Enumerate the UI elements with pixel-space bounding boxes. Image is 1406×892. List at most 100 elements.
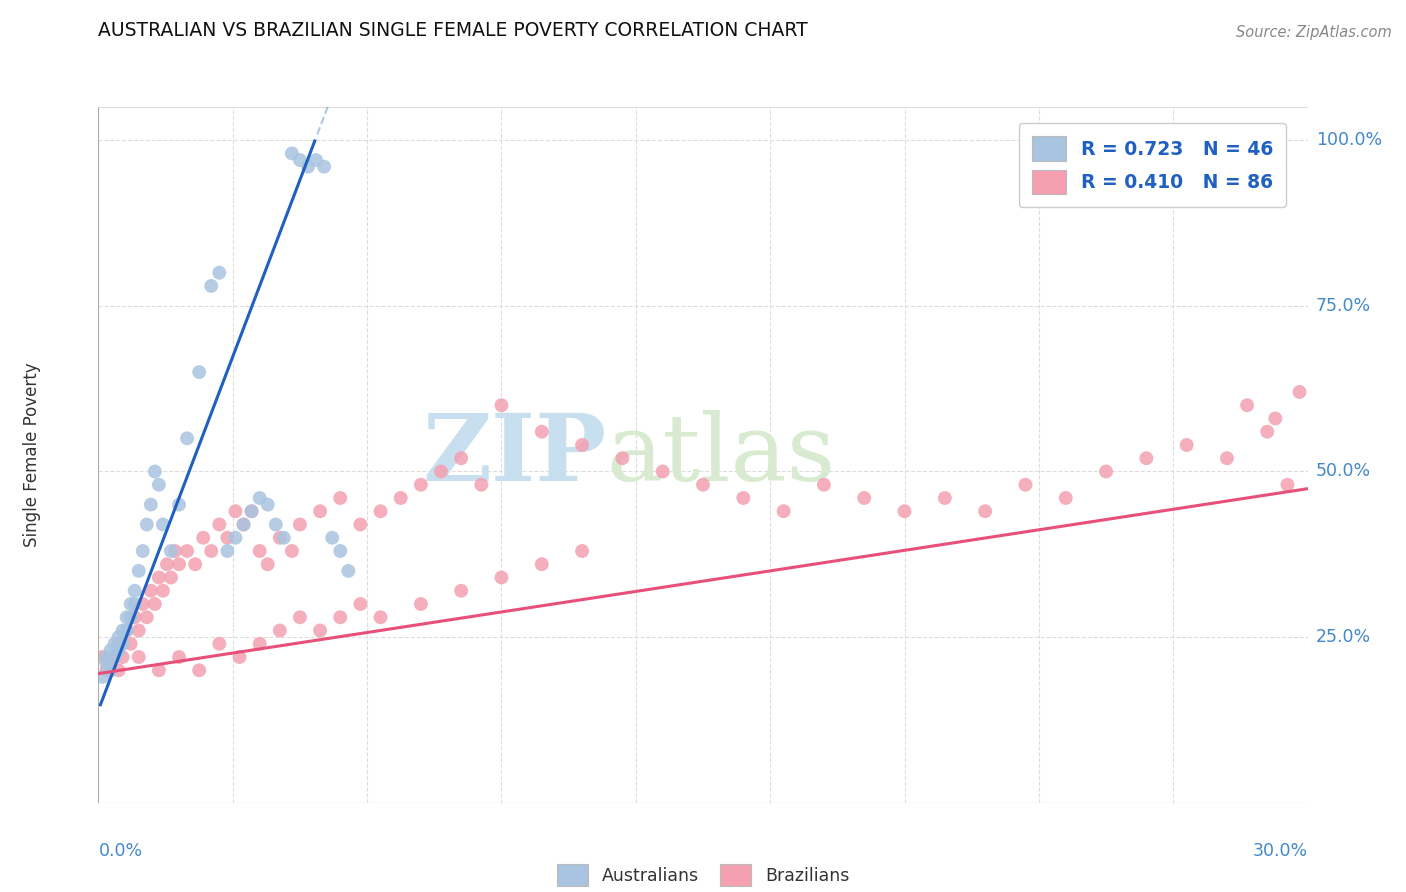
Point: [156, 558, 179, 572]
Point: [305, 153, 328, 167]
Point: [269, 624, 291, 638]
Point: [288, 610, 311, 624]
Point: [107, 637, 129, 651]
Point: [100, 663, 122, 677]
Point: [208, 517, 231, 532]
Point: [128, 624, 150, 638]
Point: [232, 517, 254, 532]
Point: [115, 624, 138, 638]
Point: [974, 504, 997, 518]
Point: [329, 610, 352, 624]
Text: ZIP: ZIP: [422, 410, 606, 500]
Point: [96, 650, 118, 665]
Point: [103, 637, 125, 651]
Point: [491, 398, 513, 412]
Text: 30.0%: 30.0%: [1253, 842, 1308, 860]
Point: [217, 531, 239, 545]
Point: [1175, 438, 1198, 452]
Text: 0.0%: 0.0%: [98, 842, 142, 860]
Point: [409, 477, 432, 491]
Point: [1288, 384, 1310, 399]
Point: [193, 531, 215, 545]
Point: [107, 630, 129, 644]
Point: [530, 558, 553, 572]
Point: [167, 650, 190, 665]
Text: 25.0%: 25.0%: [1316, 628, 1371, 646]
Point: [264, 517, 287, 532]
Text: atlas: atlas: [606, 410, 835, 500]
Point: [934, 491, 956, 505]
Point: [160, 544, 183, 558]
Point: [111, 650, 134, 665]
Point: [571, 438, 593, 452]
Point: [96, 657, 118, 671]
Text: Source: ZipAtlas.com: Source: ZipAtlas.com: [1236, 25, 1392, 40]
Text: AUSTRALIAN VS BRAZILIAN SINGLE FEMALE POVERTY CORRELATION CHART: AUSTRALIAN VS BRAZILIAN SINGLE FEMALE PO…: [98, 21, 808, 40]
Point: [269, 531, 291, 545]
Point: [135, 517, 157, 532]
Point: [491, 570, 513, 584]
Point: [450, 451, 472, 466]
Point: [139, 498, 162, 512]
Point: [148, 477, 170, 491]
Point: [1095, 465, 1118, 479]
Point: [281, 544, 304, 558]
Point: [143, 597, 166, 611]
Point: [256, 498, 278, 512]
Point: [337, 564, 360, 578]
Text: 50.0%: 50.0%: [1316, 462, 1371, 481]
Point: [152, 583, 174, 598]
Point: [176, 431, 198, 445]
Point: [314, 160, 336, 174]
Point: [530, 425, 553, 439]
Point: [273, 531, 295, 545]
Point: [115, 610, 138, 624]
Point: [853, 491, 876, 505]
Point: [188, 663, 211, 677]
Text: 75.0%: 75.0%: [1316, 297, 1371, 315]
Point: [893, 504, 915, 518]
Point: [651, 465, 673, 479]
Point: [163, 544, 186, 558]
Point: [450, 583, 472, 598]
Point: [91, 650, 114, 665]
Point: [733, 491, 755, 505]
Point: [103, 650, 125, 665]
Point: [167, 558, 190, 572]
Point: [321, 531, 343, 545]
Point: [188, 365, 211, 379]
Point: [128, 564, 150, 578]
Point: [772, 504, 794, 518]
Point: [692, 477, 714, 491]
Point: [329, 491, 352, 505]
Point: [1256, 425, 1278, 439]
Point: [240, 504, 263, 518]
Point: [288, 517, 311, 532]
Point: [349, 597, 371, 611]
Point: [309, 504, 332, 518]
Point: [96, 663, 118, 677]
Point: [167, 498, 190, 512]
Point: [1216, 451, 1239, 466]
Point: [107, 643, 129, 657]
Point: [176, 544, 198, 558]
Point: [111, 624, 134, 638]
Point: [148, 570, 170, 584]
Point: [120, 637, 142, 651]
Point: [184, 558, 207, 572]
Point: [249, 637, 271, 651]
Point: [329, 544, 352, 558]
Point: [200, 279, 222, 293]
Point: [249, 491, 271, 505]
Point: [1236, 398, 1258, 412]
Point: [124, 597, 146, 611]
Point: [249, 544, 271, 558]
Point: [281, 146, 304, 161]
Point: [228, 650, 250, 665]
Point: [256, 558, 278, 572]
Point: [470, 477, 492, 491]
Point: [128, 650, 150, 665]
Point: [135, 610, 157, 624]
Point: [152, 517, 174, 532]
Point: [115, 624, 138, 638]
